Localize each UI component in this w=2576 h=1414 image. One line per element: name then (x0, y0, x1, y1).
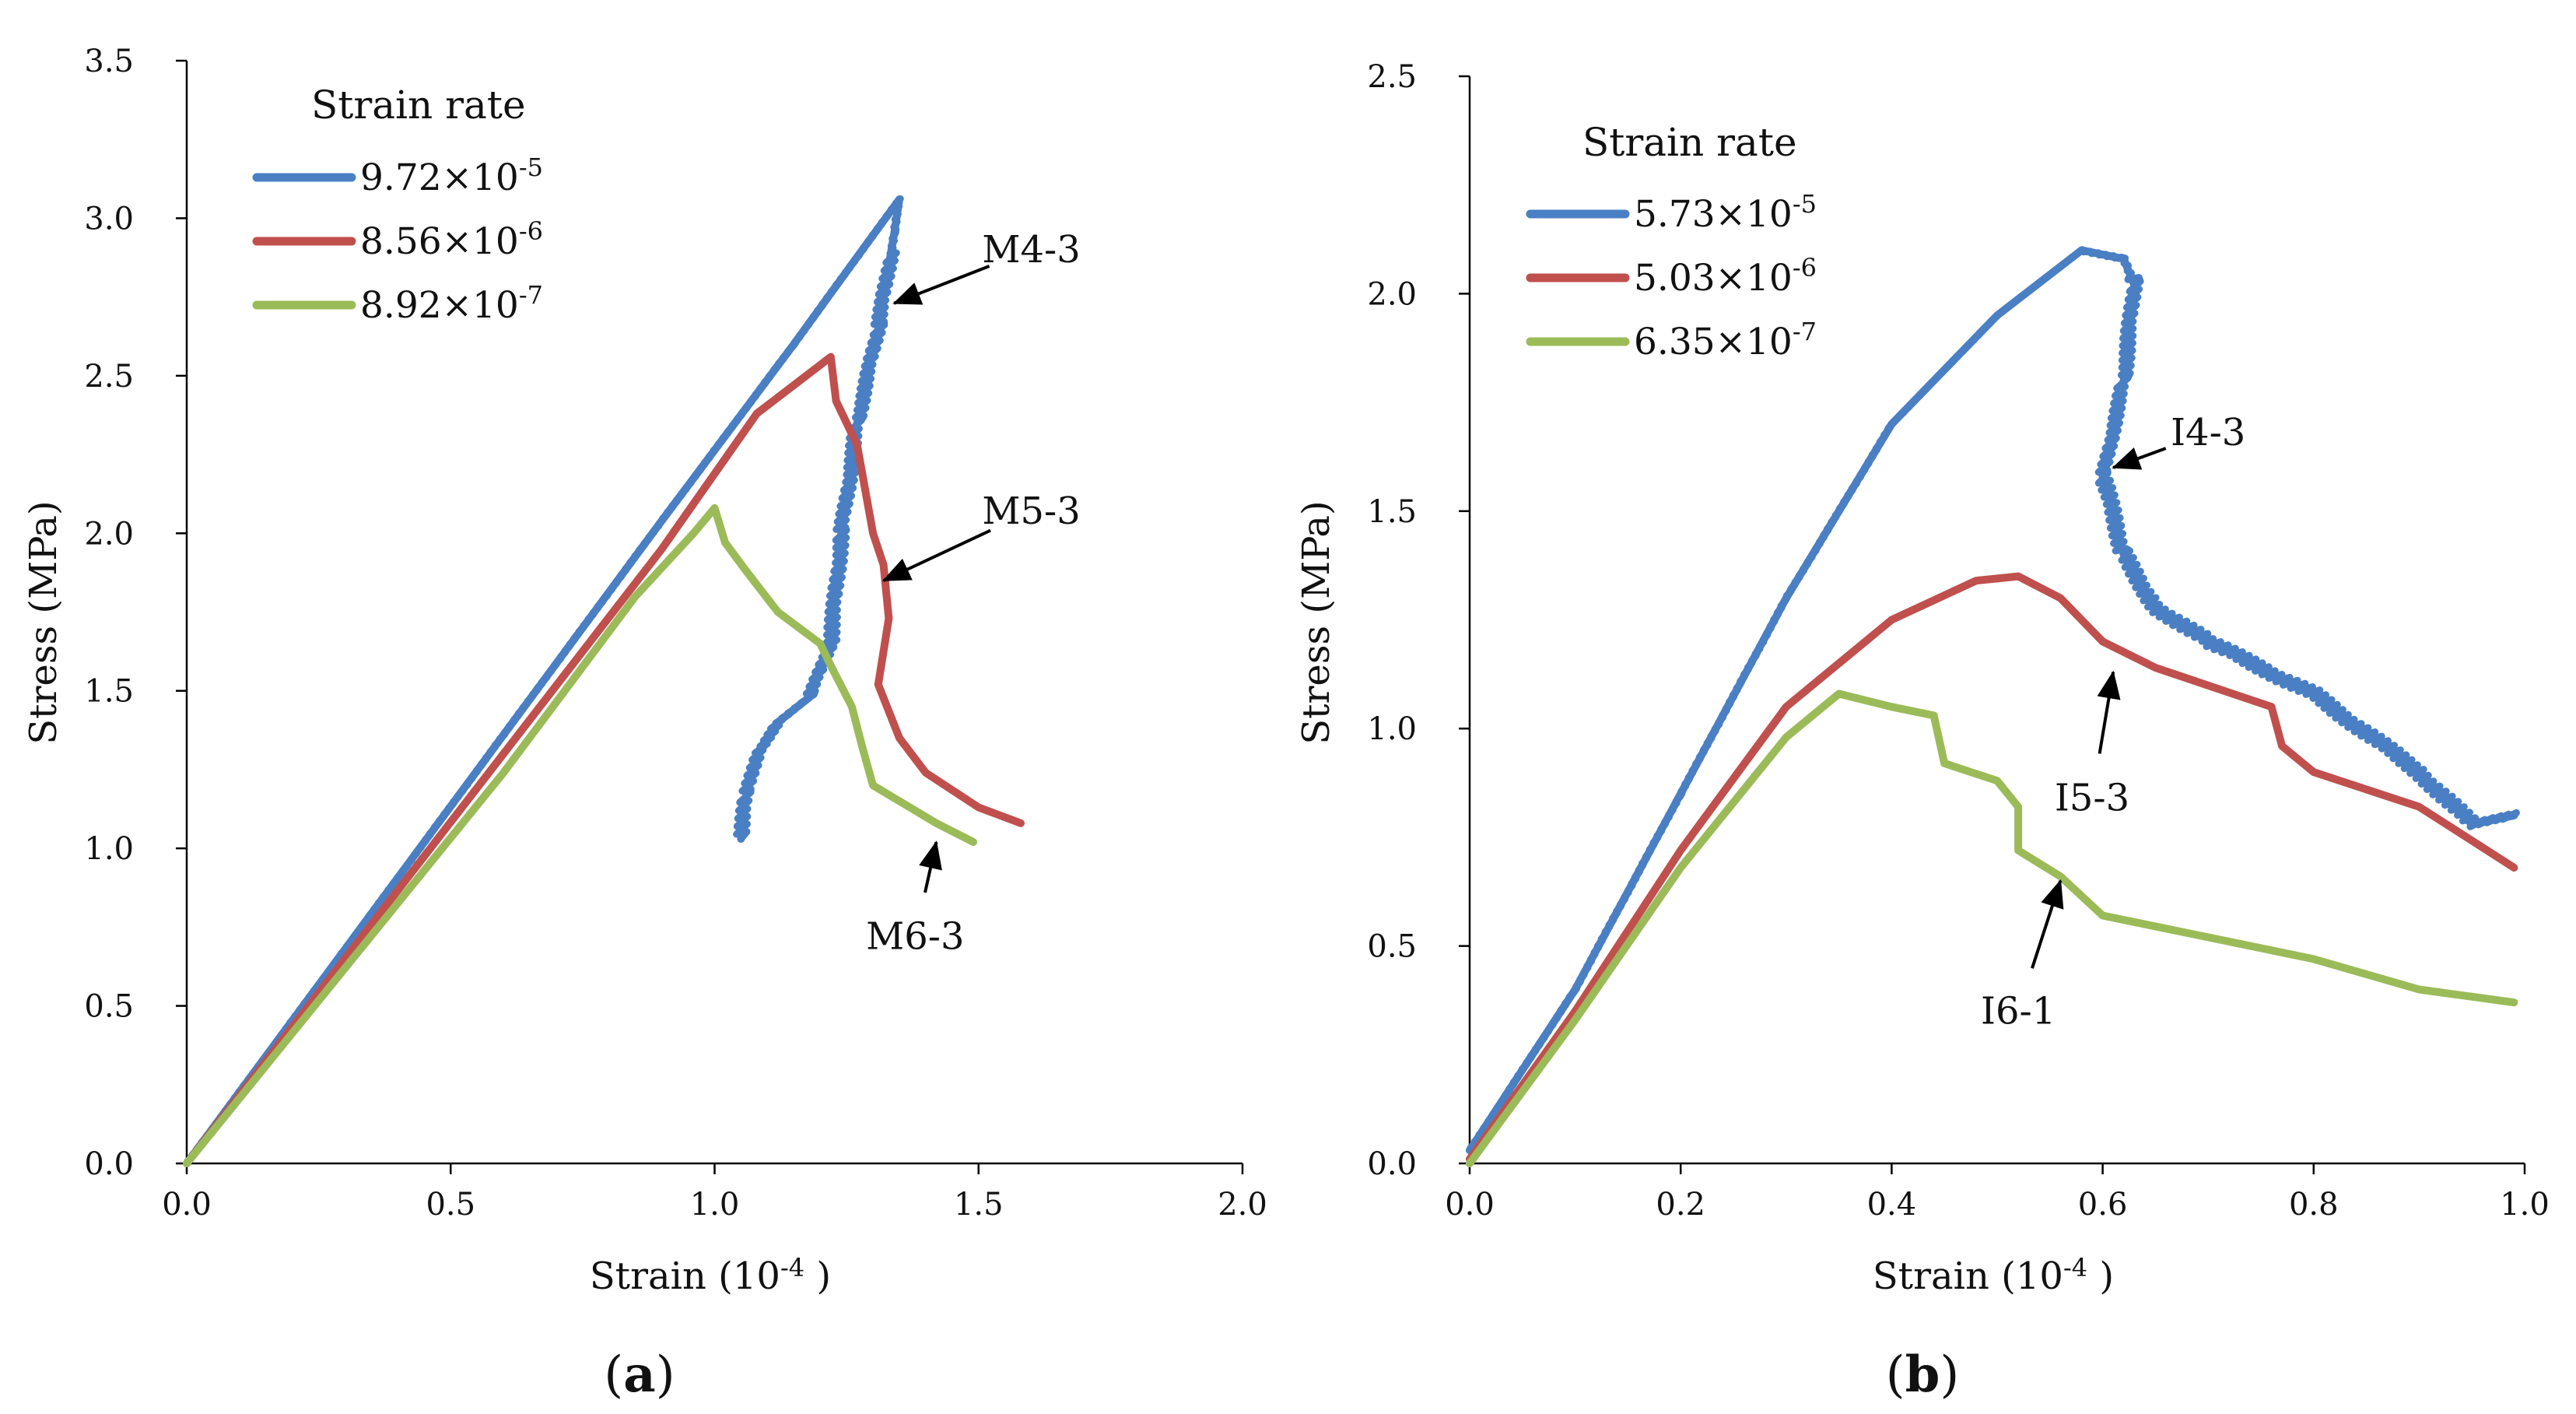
y-tick-label: 1.0 (1367, 711, 1417, 747)
x-tick-label: 1.0 (690, 1187, 740, 1223)
y-tick-label: 0.0 (84, 1146, 134, 1182)
x-tick-label: 0.8 (2289, 1187, 2339, 1223)
panel-a-axes: 0.0 0.5 1.0 1.5 2.0 0.0 0.5 1.0 1.5 2.0 2.5 3.0 3.5 (84, 44, 1267, 1223)
annotation-i5-3: I5-3 (2055, 777, 2129, 820)
legend-label-8-56-10-6: 8.56×10-6 (360, 216, 543, 263)
chart-panel-b: 0.0 0.2 0.4 0.6 0.8 1.0 0.0 0.5 1.0 1.5 2.0 2.5 I4-… (1295, 59, 2550, 1404)
x-tick-label: 0.2 (1656, 1187, 1705, 1223)
annotation-m5-3: M5-3 (982, 489, 1080, 533)
annotation-arrow-i6-1 (2031, 879, 2064, 969)
legend-title: Strain rate (1582, 120, 1797, 165)
y-tick-label: 0.5 (1367, 929, 1417, 965)
x-tick-label: 0.0 (162, 1187, 212, 1223)
y-tick-label: 1.5 (1367, 494, 1417, 530)
panel-a-label: (a) (604, 1346, 675, 1404)
legend-label-8-92-10-7: 8.92×10-7 (360, 280, 543, 327)
annotation-arrow-m5-3 (881, 528, 991, 582)
series-6-35-10-7-line (1466, 689, 2518, 1167)
y-tick-label: 3.0 (84, 201, 134, 237)
legend-label-5-03-10-6: 5.03×10-6 (1634, 253, 1817, 300)
chart-panel-a: 0.0 0.5 1.0 1.5 2.00.00.51.01.52.02.53.03.5 … (22, 44, 1267, 1404)
annotation-i6-1: I6-1 (1981, 989, 2056, 1033)
panel-a-x-axis-title: Strain (10-4 ) (590, 1253, 831, 1298)
series-8-92-10-7-line (183, 503, 977, 1167)
panel-a-y-axis-title: Stress (MPa) (22, 500, 65, 744)
x-tick-label: 2.0 (1218, 1187, 1267, 1223)
y-tick-label: 3.5 (84, 44, 134, 79)
panel-b-label: (b) (1886, 1346, 1960, 1404)
x-tick-label: 0.4 (1867, 1187, 1917, 1223)
panel-b-axes: 0.0 0.2 0.4 0.6 0.8 1.0 0.0 0.5 1.0 1.5 2.0 2.5 (1367, 59, 2549, 1223)
panel-b-x-axis-title: Strain (10-4 ) (1873, 1253, 2114, 1298)
annotation-arrow-m4-3 (892, 265, 990, 305)
panel-b-series (1466, 246, 2520, 1167)
series-9-72-10-5-line (183, 195, 903, 1167)
y-tick-label: 2.0 (1367, 276, 1417, 312)
legend-label-6-35-10-7: 6.35×10-7 (1634, 317, 1817, 363)
x-tick-label: 0.5 (426, 1187, 475, 1223)
y-tick-label: 1.0 (84, 831, 134, 867)
x-tick-label: 0.6 (2078, 1187, 2128, 1223)
y-tick-label: 1.5 (84, 674, 134, 710)
legend-label-5-73-10-5: 5.73×10-5 (1634, 189, 1817, 236)
panel-b-legend: 5.73×10-5 5.03×10-6 6.35×10-7 Strain rate (1526, 120, 1817, 363)
series-8-56-10-6-line (183, 353, 1025, 1167)
panel-b-y-axis-title: Stress (MPa) (1295, 500, 1338, 744)
y-tick-label: 0.0 (1367, 1146, 1417, 1182)
panel-a-legend: 9.72×10-5 8.56×10-6 8.92×10-7 Strain rate (252, 82, 543, 327)
annotation-arrow-m6-3 (919, 840, 942, 893)
series-5-03-10-6-line (1466, 572, 2518, 1163)
y-tick-label: 2.5 (84, 359, 134, 395)
annotation-m6-3: M6-3 (866, 915, 964, 959)
annotation-arrow-i5-3 (2097, 670, 2121, 754)
y-tick-label: 2.5 (1367, 59, 1417, 95)
x-tick-label: 1.0 (2500, 1187, 2550, 1223)
panel-a-annotations: M4-3 M5-3 M6-3 (866, 228, 1081, 959)
annotation-m4-3: M4-3 (982, 228, 1080, 272)
x-tick-label: 0.0 (1445, 1187, 1495, 1223)
legend-label-9-72-10-5: 9.72×10-5 (360, 153, 543, 199)
annotation-arrow-i4-3 (2112, 447, 2167, 470)
y-tick-label: 0.5 (84, 989, 134, 1025)
panel-b-annotations: I4-3 I5-3 I6-1 (1981, 411, 2245, 1033)
legend-title: Strain rate (311, 82, 526, 128)
y-tick-label: 2.0 (84, 516, 134, 552)
x-tick-label: 1.5 (954, 1187, 1004, 1223)
series-5-73-10-5-line (1466, 246, 2518, 1155)
annotation-i4-3: I4-3 (2171, 411, 2245, 454)
panel-a-series (183, 195, 1025, 1167)
